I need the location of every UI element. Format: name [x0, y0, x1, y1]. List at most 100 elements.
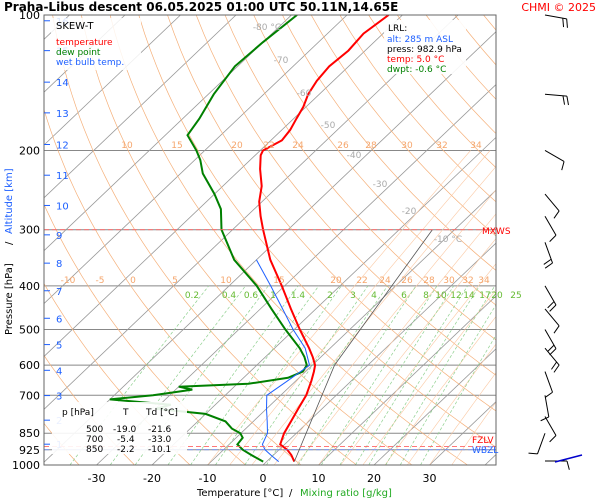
table-cell: -5.4 [117, 435, 135, 445]
mixing-ratio-label: 0.4 [222, 291, 237, 301]
mixing-ratio-label: 1 [270, 291, 276, 301]
moist-adiabat-label: 32 [436, 141, 447, 151]
altitude-tick-label: 4 [56, 366, 62, 377]
moist-adiabat-label: 30 [443, 276, 455, 286]
mixing-ratio-label: 12 [450, 291, 461, 301]
moist-adiabat-label: 10 [220, 276, 232, 286]
table-header-t: T [122, 408, 129, 418]
temperature-tick-label: -30 [88, 472, 106, 485]
table-cell: 500 [86, 425, 103, 435]
dry-adiabat-label: -10 °C [434, 235, 462, 245]
moist-adiabat-label: 0 [130, 276, 136, 286]
mixing-ratio-label: 20 [491, 291, 503, 301]
wbzl-label: WBZL [472, 446, 498, 456]
altitude-tick-label: 12 [56, 141, 69, 152]
dry-adiabat-label: -40 [347, 151, 362, 161]
chart-title: Praha-Libus descent 06.05.2025 01:00 UTC… [4, 0, 398, 14]
dry-adiabat-label: -30 [373, 180, 388, 190]
moist-adiabat-label: 15 [273, 276, 284, 286]
moist-adiabat-label: 34 [470, 141, 482, 151]
mixing-ratio-label: 0.2 [185, 291, 199, 301]
pressure-tick-label: 600 [19, 359, 40, 372]
moist-adiabat-label: 22 [263, 141, 274, 151]
moist-adiabat-label: 28 [423, 276, 435, 286]
table-cell: 700 [86, 435, 103, 445]
y-axis-label-altitude: Altitude [km] [4, 168, 15, 234]
moist-adiabat-label: 32 [462, 276, 473, 286]
table-header-p: p [hPa] [62, 408, 94, 418]
table-cell: -21.6 [148, 425, 172, 435]
altitude-tick-label: 3 [56, 392, 62, 403]
legend-dew-point: dew point [56, 48, 101, 58]
moist-adiabat-label: 26 [337, 141, 349, 151]
altitude-tick-label: 14 [56, 78, 69, 89]
mixing-ratio-label: 25 [510, 291, 521, 301]
x-axis-label-mixing-ratio: Mixing ratio [g/kg] [300, 488, 392, 499]
moist-adiabat-label: 20 [231, 141, 243, 151]
moist-adiabat-label: 30 [401, 141, 413, 151]
lrl-temp: temp: 5.0 °C [387, 55, 444, 65]
dry-adiabat-label: -60 [297, 89, 312, 99]
dry-adiabat-label: -20 [402, 207, 417, 217]
altitude-tick-label: 8 [56, 259, 62, 270]
mixing-ratio-label: 2 [327, 291, 333, 301]
altitude-tick-label: 11 [56, 171, 69, 182]
pressure-tick-label: 1000 [12, 459, 40, 472]
mixing-ratio-label: 1.4 [291, 291, 306, 301]
legend-temperature: temperature [56, 38, 113, 48]
lrl-dwpt: dwpt: -0.6 °C [387, 65, 446, 75]
table-cell: -10.1 [148, 445, 171, 455]
table-cell: -19.0 [113, 425, 137, 435]
altitude-tick-label: 7 [56, 287, 62, 298]
legend-wet-bulb: wet bulb temp. [56, 58, 124, 68]
mixing-ratio-label: 0.6 [244, 291, 259, 301]
temperature-tick-label: 0 [260, 472, 267, 485]
temperature-tick-label: -10 [199, 472, 217, 485]
moist-adiabat-label: 22 [356, 276, 367, 286]
altitude-tick-label: 9 [56, 231, 62, 242]
temperature-tick-label: 20 [367, 472, 381, 485]
pressure-tick-label: 400 [19, 280, 40, 293]
dry-adiabat-label: -70 [274, 56, 289, 66]
pressure-tick-label: 850 [19, 427, 40, 440]
altitude-tick-label: 6 [56, 314, 62, 325]
moist-adiabat-label: 15 [171, 141, 182, 151]
x-axis-label-temperature: Temperature [°C] [196, 488, 283, 499]
mixing-ratio-label: 17 [479, 291, 490, 301]
moist-adiabat-label: -5 [96, 276, 105, 286]
temperature-tick-label: -20 [143, 472, 161, 485]
mixing-ratio-label: 8 [423, 291, 429, 301]
mixing-ratio-label: 6 [401, 291, 407, 301]
y-axis-label-pressure: Pressure [hPa] [4, 263, 15, 335]
altitude-tick-label: 5 [56, 341, 62, 352]
lrl-alt: alt: 285 m ASL [387, 35, 453, 45]
altitude-tick-label: 13 [56, 109, 69, 120]
dry-adiabat-label: -80 °C [253, 23, 281, 33]
temperature-tick-label: 30 [423, 472, 437, 485]
temperature-tick-label: 10 [312, 472, 326, 485]
moist-adiabat-label: 24 [379, 276, 391, 286]
moist-adiabat-label: 34 [478, 276, 490, 286]
moist-adiabat-label: 20 [330, 276, 342, 286]
pressure-tick-label: 200 [19, 144, 40, 157]
mixing-ratio-label: 14 [463, 291, 475, 301]
fzlv-label: FZLV [472, 436, 494, 446]
mixing-ratio-label: 4 [371, 291, 377, 301]
table-cell: -33.0 [148, 435, 172, 445]
table-cell: 850 [86, 445, 103, 455]
moist-adiabat-label: 10 [121, 141, 133, 151]
moist-adiabat-label: 28 [365, 141, 377, 151]
lrl-title: LRL: [388, 24, 407, 34]
mixing-ratio-label: 3 [350, 291, 356, 301]
altitude-tick-label: 10 [56, 201, 69, 212]
pressure-tick-label: 300 [19, 224, 40, 237]
dry-adiabat-label: -50 [321, 121, 336, 131]
table-cell: -2.2 [117, 445, 135, 455]
mixing-ratio-label: 10 [435, 291, 447, 301]
lrl-press: press: 982.9 hPa [387, 45, 462, 55]
pressure-tick-label: 700 [19, 389, 40, 402]
copyright: CHMI © 2025 [521, 1, 596, 14]
moist-adiabat-label: 24 [292, 141, 304, 151]
pressure-tick-label: 500 [19, 324, 40, 337]
